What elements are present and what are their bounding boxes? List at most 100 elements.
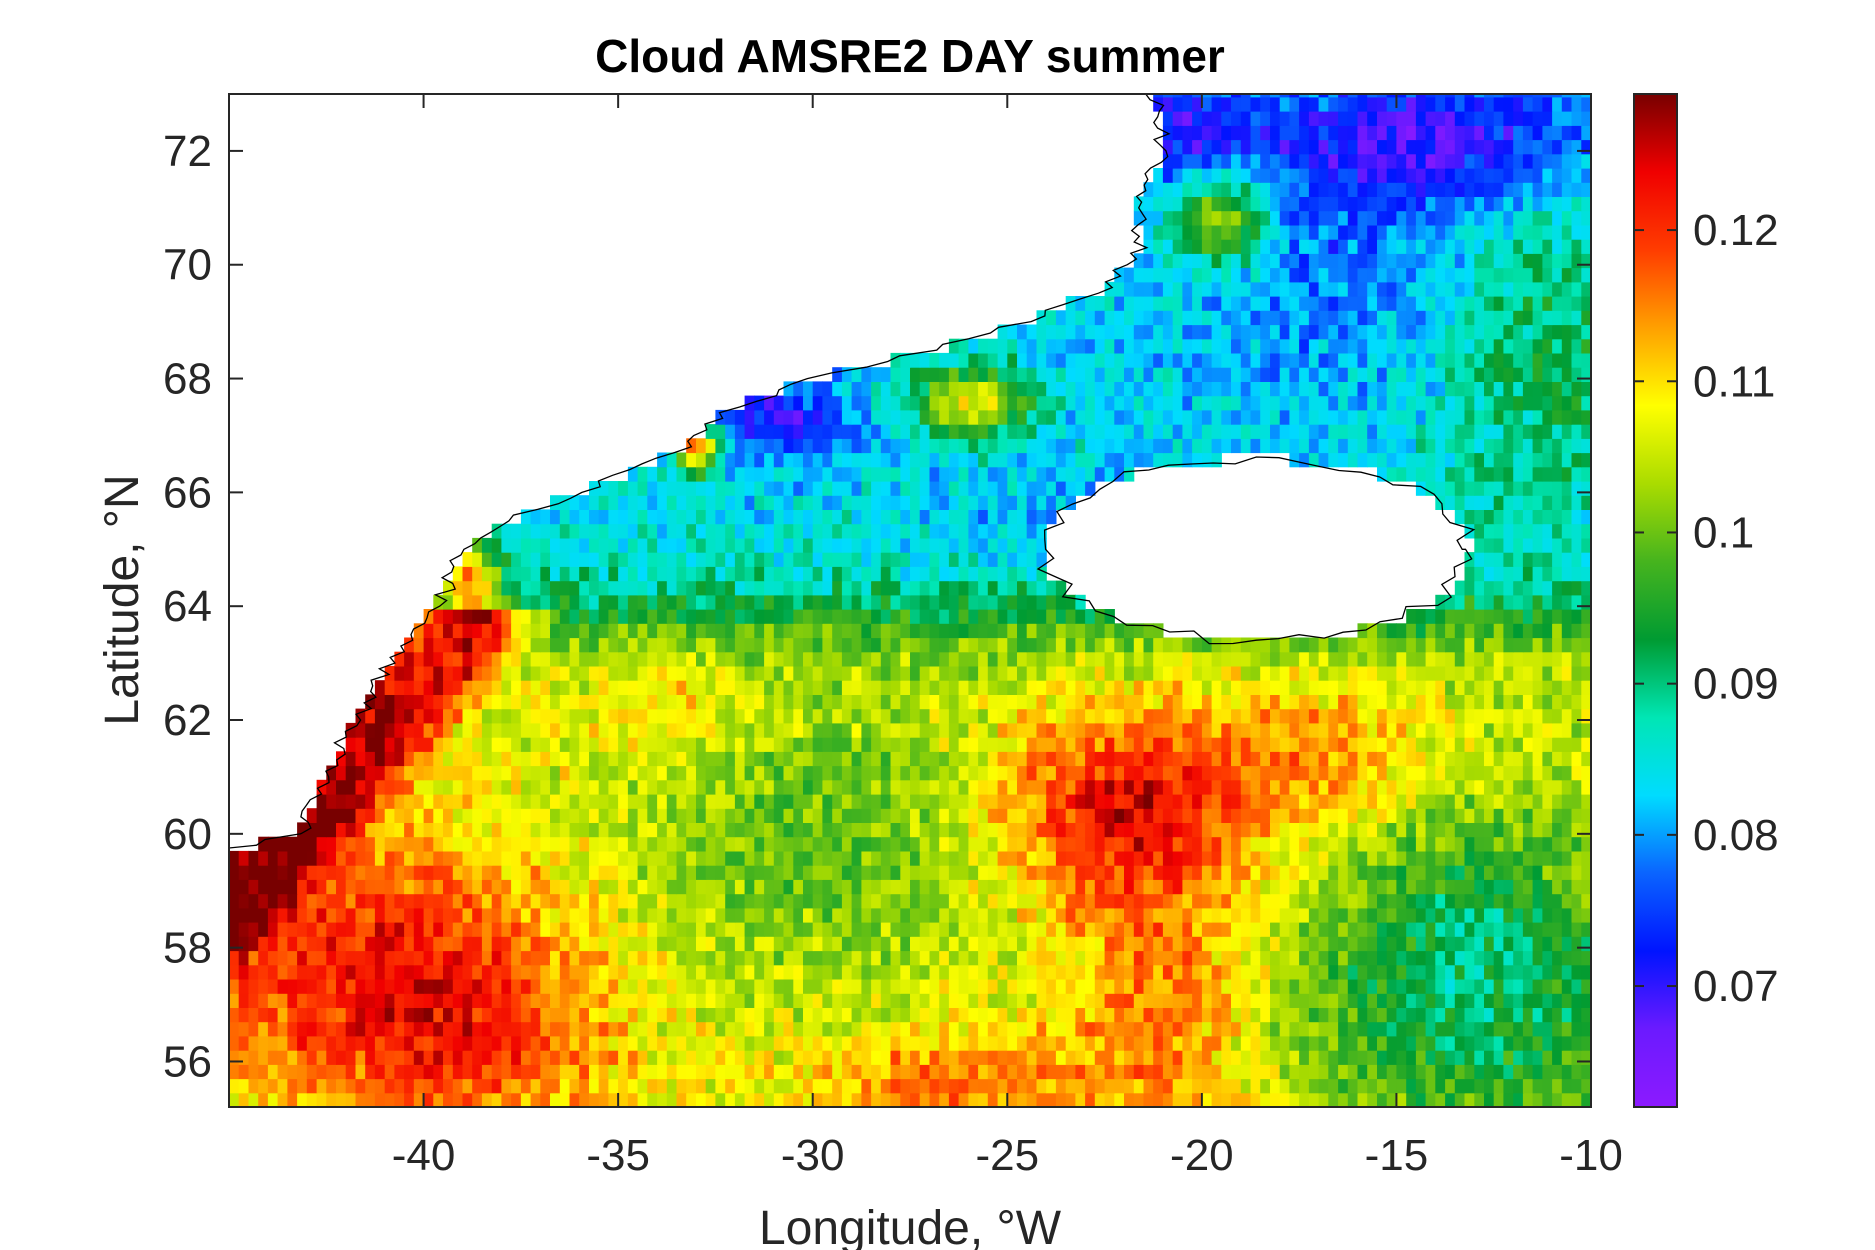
heatmap-cell bbox=[277, 1092, 288, 1107]
heatmap-cell bbox=[832, 537, 843, 553]
heatmap-cell bbox=[939, 993, 950, 1008]
heatmap-cell bbox=[696, 964, 707, 980]
heatmap-cell bbox=[520, 737, 532, 752]
map-plot-area bbox=[228, 93, 1592, 1108]
heatmap-cell bbox=[637, 808, 648, 823]
heatmap-cell bbox=[1153, 922, 1164, 937]
heatmap-cell bbox=[948, 808, 960, 823]
heatmap-cell bbox=[297, 865, 308, 880]
heatmap-cell bbox=[803, 1007, 814, 1023]
heatmap-cell bbox=[384, 765, 395, 781]
heatmap-cell bbox=[452, 737, 464, 752]
heatmap-cell bbox=[754, 708, 765, 724]
heatmap-cell bbox=[316, 1092, 327, 1107]
heatmap-cell bbox=[540, 751, 551, 767]
heatmap-cell bbox=[1513, 580, 1524, 596]
heatmap-cell bbox=[1124, 822, 1135, 838]
heatmap-cell bbox=[472, 836, 483, 852]
heatmap-cell bbox=[1017, 1092, 1028, 1107]
heatmap-cell bbox=[715, 694, 726, 710]
heatmap-cell bbox=[1396, 936, 1407, 952]
heatmap-cell bbox=[832, 680, 843, 695]
heatmap-cell bbox=[1240, 822, 1252, 838]
heatmap-cell bbox=[267, 1021, 279, 1037]
heatmap-cell bbox=[608, 708, 619, 724]
heatmap-cell bbox=[686, 552, 697, 567]
heatmap-cell bbox=[637, 722, 648, 738]
heatmap-cell bbox=[1542, 850, 1553, 866]
heatmap-cell bbox=[326, 808, 337, 823]
heatmap-cell bbox=[394, 751, 405, 767]
heatmap-cell bbox=[530, 708, 541, 724]
heatmap-cell bbox=[608, 794, 619, 809]
heatmap-cell bbox=[1133, 893, 1145, 909]
heatmap-cell bbox=[1192, 1092, 1203, 1107]
heatmap-cell bbox=[520, 794, 532, 809]
heatmap-cell bbox=[1552, 1035, 1563, 1051]
heatmap-cell bbox=[481, 1021, 493, 1037]
heatmap-cell bbox=[978, 1064, 989, 1080]
heatmap-cell bbox=[1250, 651, 1261, 667]
heatmap-cell bbox=[1308, 993, 1320, 1008]
heatmap-cell bbox=[841, 1050, 853, 1065]
heatmap-cell bbox=[501, 808, 512, 823]
heatmap-cell bbox=[1532, 1064, 1543, 1080]
heatmap-cell bbox=[530, 822, 541, 838]
heatmap-cell bbox=[647, 1092, 658, 1107]
heatmap-cell bbox=[627, 794, 639, 809]
heatmap-cell bbox=[1211, 850, 1222, 866]
heatmap-cell bbox=[1201, 680, 1213, 695]
heatmap-cell bbox=[1318, 936, 1329, 952]
heatmap-cell bbox=[978, 879, 989, 895]
heatmap-cell bbox=[374, 765, 386, 781]
heatmap-cell bbox=[608, 950, 619, 966]
heatmap-cell bbox=[1279, 964, 1290, 980]
heatmap-cell bbox=[919, 623, 930, 639]
heatmap-cell bbox=[530, 580, 541, 596]
heatmap-cell bbox=[1036, 694, 1047, 710]
heatmap-cell bbox=[1279, 1064, 1290, 1080]
heatmap-cell bbox=[287, 1050, 298, 1065]
heatmap-cell bbox=[1552, 680, 1563, 695]
heatmap-cell bbox=[657, 1035, 668, 1051]
heatmap-cell bbox=[1192, 950, 1203, 966]
heatmap-cell bbox=[501, 708, 512, 724]
heatmap-cell bbox=[1289, 993, 1300, 1008]
heatmap-cell bbox=[890, 637, 901, 653]
heatmap-cell bbox=[1581, 623, 1591, 639]
heatmap-cell bbox=[754, 623, 765, 639]
heatmap-cell bbox=[598, 794, 609, 809]
heatmap-cell bbox=[1299, 794, 1310, 809]
heatmap-cell bbox=[355, 737, 366, 752]
heatmap-cell bbox=[1522, 609, 1534, 624]
heatmap-cell bbox=[871, 537, 882, 553]
heatmap-cell bbox=[1250, 964, 1261, 980]
heatmap-cell bbox=[491, 637, 502, 653]
heatmap-cell bbox=[978, 566, 989, 582]
heatmap-cell bbox=[978, 794, 989, 809]
heatmap-cell bbox=[637, 1021, 648, 1037]
heatmap-cell bbox=[1172, 765, 1183, 781]
heatmap-cell bbox=[803, 537, 814, 553]
heatmap-cell bbox=[1425, 964, 1436, 980]
heatmap-cell bbox=[1192, 651, 1203, 667]
heatmap-cell bbox=[1308, 822, 1320, 838]
heatmap-cell bbox=[501, 765, 512, 781]
heatmap-cell bbox=[1357, 708, 1368, 724]
heatmap-cell bbox=[229, 879, 240, 895]
heatmap-cell bbox=[851, 907, 862, 923]
heatmap-cell bbox=[550, 651, 561, 667]
heatmap-cell bbox=[948, 1078, 960, 1094]
heatmap-cell bbox=[968, 794, 979, 809]
heatmap-cell bbox=[666, 993, 678, 1008]
heatmap-cell bbox=[1270, 722, 1281, 738]
heatmap-cell bbox=[1396, 922, 1407, 937]
heatmap-cell bbox=[1192, 850, 1203, 866]
heatmap-cell bbox=[589, 609, 600, 624]
heatmap-cell bbox=[608, 580, 619, 596]
heatmap-cell bbox=[812, 580, 823, 596]
heatmap-cell bbox=[978, 836, 989, 852]
heatmap-cell bbox=[1542, 765, 1553, 781]
heatmap-cell bbox=[890, 922, 901, 937]
heatmap-cell bbox=[1124, 808, 1135, 823]
